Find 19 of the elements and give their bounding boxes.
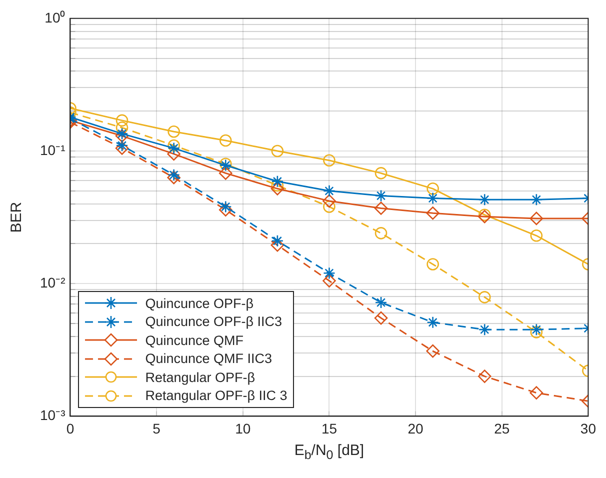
x-tick-label: 5 xyxy=(152,420,161,436)
legend-label: Quincunce OPF-β IIC3 xyxy=(145,314,282,330)
x-tick-label: 15 xyxy=(321,420,338,436)
y-tick-label: 10⁻² xyxy=(40,274,66,290)
x-tick-label: 30 xyxy=(580,420,596,436)
legend-label: Quincunce QMF xyxy=(145,332,244,348)
x-tick-label: 20 xyxy=(408,420,424,436)
legend-label: Quincunce OPF-β xyxy=(145,296,254,311)
x-axis-title: E$_{b}$/N$_{0}$ [dB] xyxy=(293,442,366,462)
y-tick-label: 10⁰ xyxy=(44,9,66,26)
legend-label: Retangular OPF-β IIC 3 xyxy=(145,388,288,404)
y-tick-label: 10⁻¹ xyxy=(40,142,66,158)
y-tick-label: 10⁻³ xyxy=(40,407,66,424)
x-tick-label: 10 xyxy=(235,420,251,436)
legend-label: Retangular OPF-β xyxy=(145,370,256,385)
legend-label: Quincunce QMF IIC3 xyxy=(145,351,272,366)
y-axis-title: BER xyxy=(8,202,26,233)
x-tick-label: 25 xyxy=(494,420,510,436)
x-tick-label: 0 xyxy=(66,420,74,436)
